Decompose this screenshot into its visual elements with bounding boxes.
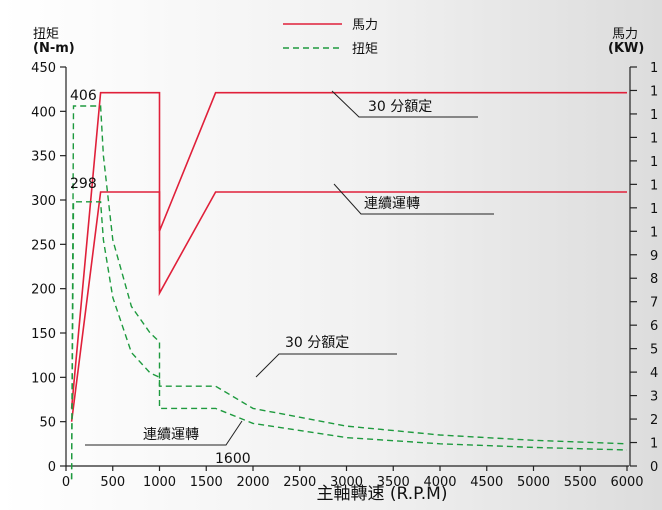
right-y-tick-label: 1 — [650, 131, 658, 146]
leader-torque-continuous — [85, 420, 243, 446]
right-y-tick-label: 0 — [650, 460, 658, 475]
label-torque-30min: 30 分額定 — [285, 335, 349, 351]
left-axis-unit: (N-m) — [33, 41, 75, 56]
x-tick-label: 4000 — [423, 475, 456, 490]
power-series-30min — [70, 91, 627, 409]
leader-power-continuous — [333, 183, 494, 215]
right-y-tick-label: 1 — [650, 437, 658, 452]
x-tick-label: 3500 — [377, 475, 410, 490]
label-power-continuous: 連續運轉 — [364, 196, 420, 212]
right-y-tick-label: 4 — [650, 366, 658, 381]
right-y-tick-label: 6 — [650, 319, 658, 334]
label-torque-continuous: 連續運轉 — [143, 427, 199, 443]
left-y-tick-label: 0 — [48, 460, 56, 475]
x-tick-label: 0 — [62, 475, 70, 490]
left-y-tick-label: 100 — [31, 371, 56, 386]
right-y-tick-label: 9 — [650, 249, 658, 264]
left-y-tick-label: 250 — [31, 238, 56, 253]
torque-series-continuous — [70, 201, 628, 480]
right-y-tick-label: 1 — [650, 61, 658, 76]
right-y-tick-label: 7 — [650, 296, 658, 311]
leader-torque-30min — [255, 353, 397, 378]
label-406: 406 — [70, 88, 97, 104]
x-tick-label: 500 — [100, 475, 125, 490]
torque-series-30min — [70, 105, 628, 480]
right-axis-title: 馬力 — [612, 27, 638, 42]
legend-power-label: 馬力 — [352, 18, 378, 33]
x-tick-label: 2500 — [283, 475, 316, 490]
right-y-tick-label: 5 — [650, 343, 658, 358]
right-y-tick-label: 1 — [650, 84, 658, 99]
right-y-tick-label: 1 — [650, 178, 658, 193]
series-layer — [70, 91, 628, 480]
x-tick-label: 1500 — [190, 475, 223, 490]
power-series-continuous — [70, 191, 627, 422]
left-y-tick-label: 400 — [31, 105, 56, 120]
x-axis-label: 主軸轉速 (R.P.M) — [317, 484, 448, 504]
x-tick-label: 4500 — [470, 475, 503, 490]
left-y-tick-label: 350 — [31, 150, 56, 165]
right-axis-unit: (KW) — [608, 41, 644, 56]
label-power-30min: 30 分額定 — [368, 99, 432, 115]
right-y-tick-label: 8 — [650, 272, 658, 287]
x-tick-label: 2000 — [236, 475, 269, 490]
right-y-tick-label: 1 — [650, 225, 658, 240]
left-y-tick-label: 200 — [31, 283, 56, 298]
left-axis-title: 扭矩 — [33, 27, 59, 42]
left-y-tick-label: 300 — [31, 194, 56, 209]
x-tick-label: 3000 — [330, 475, 363, 490]
right-y-tick-label: 3 — [650, 390, 658, 405]
right-y-tick-label: 1 — [650, 155, 658, 170]
left-y-tick-label: 50 — [39, 416, 56, 431]
label-1600: 1600 — [215, 451, 251, 467]
axes: 0 500 1000 1500 2000 2500 3000 3500 4000 4500 5000… — [31, 61, 658, 490]
x-tick-label: 6000 — [610, 475, 643, 490]
right-y-tick-label: 2 — [650, 413, 658, 428]
leader-power-30min — [331, 90, 478, 118]
right-y-tick-label: 1 — [650, 202, 658, 217]
x-tick-label: 5000 — [517, 475, 550, 490]
x-tick-label: 5500 — [564, 475, 597, 490]
legend-torque-label: 扭矩 — [352, 42, 378, 57]
left-y-tick-label: 450 — [31, 61, 56, 76]
left-y-tick-label: 150 — [31, 327, 56, 342]
x-tick-label: 1000 — [143, 475, 176, 490]
right-y-tick-label: 1 — [650, 108, 658, 123]
label-298: 298 — [70, 176, 97, 192]
